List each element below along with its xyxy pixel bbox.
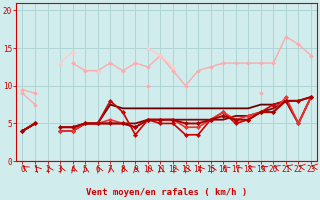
X-axis label: Vent moyen/en rafales ( km/h ): Vent moyen/en rafales ( km/h ) (86, 188, 247, 197)
